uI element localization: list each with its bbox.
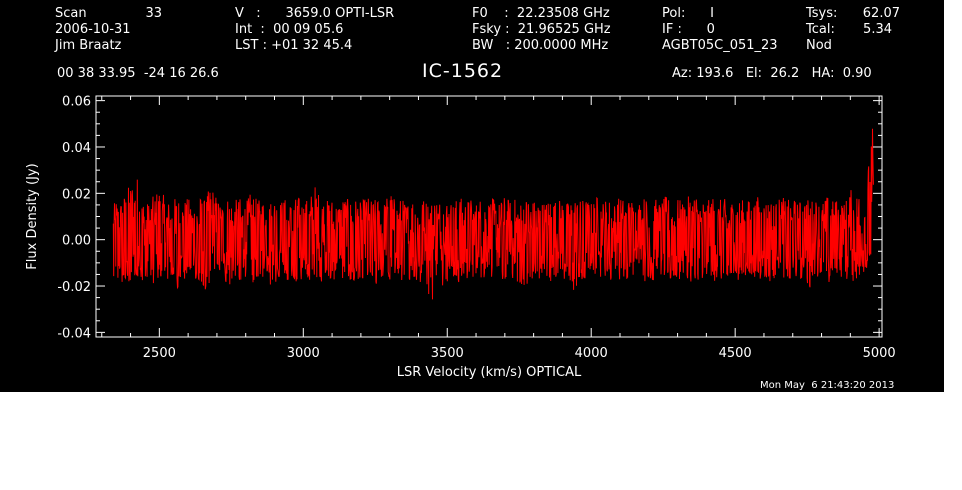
velocity-readout: V : 3659.0 OPTI-LSR <box>235 6 395 21</box>
y-axis-label: Flux Density (Jy) <box>25 163 40 269</box>
y-tick-label: 0.06 <box>62 95 91 110</box>
x-tick-label: 2500 <box>143 346 176 361</box>
x-tick-label: 4000 <box>575 346 608 361</box>
integration-readout: Int : 00 09 05.6 <box>235 22 344 37</box>
x-tick-label: 3000 <box>287 346 320 361</box>
obs-date: 2006-10-31 <box>55 22 131 37</box>
tsys-label: Tsys: <box>806 6 838 21</box>
x-tick-label: 4500 <box>719 346 752 361</box>
x-tick-label: 3500 <box>431 346 464 361</box>
project-id: AGBT05C_051_23 <box>662 38 778 53</box>
y-tick-label: 0.04 <box>62 141 91 156</box>
if-readout: IF : 0 <box>662 22 715 37</box>
y-tick-label: -0.04 <box>57 326 91 341</box>
x-axis-label: LSR Velocity (km/s) OPTICAL <box>397 365 582 380</box>
fsky-readout: Fsky : 21.96525 GHz <box>472 22 611 37</box>
tsys-value: 62.07 <box>862 6 900 21</box>
plot-timestamp: Mon May 6 21:43:20 2013 <box>760 380 895 391</box>
f0-readout: F0 : 22.23508 GHz <box>472 6 610 21</box>
spectrum-trace <box>112 128 874 300</box>
y-tick-label: 0.02 <box>62 187 91 202</box>
y-tick-label: 0.00 <box>62 234 91 249</box>
x-tick-label: 5000 <box>863 346 896 361</box>
observer-name: Jim Braatz <box>55 38 122 53</box>
source-title: IC-1562 <box>422 60 504 82</box>
pol-readout: Pol: I <box>662 6 714 21</box>
y-tick-label: -0.02 <box>57 280 91 295</box>
az-el-ha-readout: Az: 193.6 El: 26.2 HA: 0.90 <box>672 66 872 81</box>
spectrum-plot: 2500 3000 3500 4000 4500 5000 -0.04 -0.02 0.00 0.… <box>25 95 896 380</box>
spectrum-panel: Scan 33 2006-10-31 Jim Braatz V : 3659.0… <box>0 0 944 392</box>
scan-value: 33 <box>145 6 162 21</box>
lst-readout: LST : +01 32 45.4 <box>235 38 353 53</box>
bandwidth-readout: BW : 200.0000 MHz <box>472 38 609 53</box>
scan-label: Scan <box>55 6 87 21</box>
tcal-label: Tcal: <box>806 22 835 37</box>
tcal-value: 5.34 <box>863 22 892 37</box>
source-coordinates: 00 38 33.95 -24 16 26.6 <box>57 66 219 81</box>
obs-mode: Nod <box>806 38 832 53</box>
